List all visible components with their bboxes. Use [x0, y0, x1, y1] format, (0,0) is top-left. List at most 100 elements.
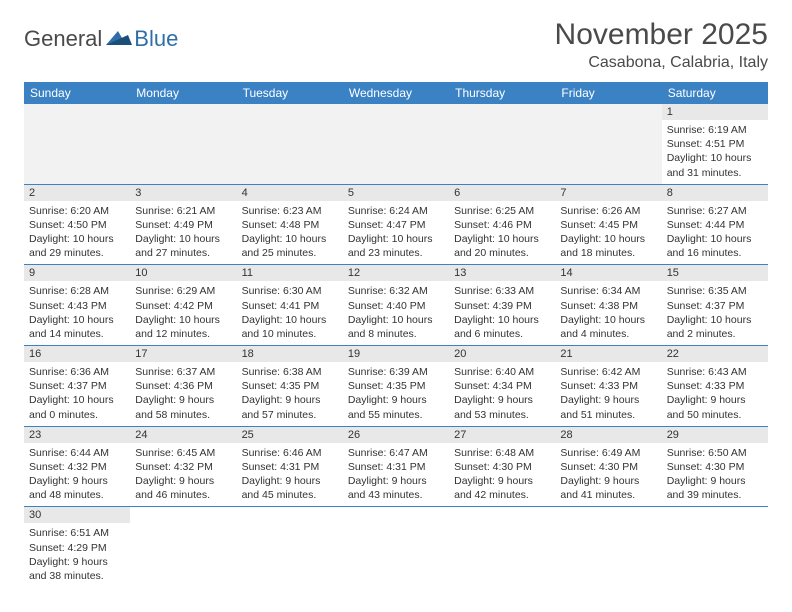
day-body: Sunrise: 6:36 AMSunset: 4:37 PMDaylight:… — [24, 362, 130, 426]
day-number: 21 — [555, 346, 661, 362]
day-body: Sunrise: 6:39 AMSunset: 4:35 PMDaylight:… — [343, 362, 449, 426]
sunset-text: Sunset: 4:30 PM — [667, 460, 763, 474]
sunrise-text: Sunrise: 6:24 AM — [348, 204, 444, 218]
day-body: Sunrise: 6:42 AMSunset: 4:33 PMDaylight:… — [555, 362, 661, 426]
calendar-cell: 21Sunrise: 6:42 AMSunset: 4:33 PMDayligh… — [555, 346, 661, 427]
day-number: 7 — [555, 185, 661, 201]
header: General Blue November 2025 Casabona, Cal… — [24, 18, 768, 72]
calendar-row: 1Sunrise: 6:19 AMSunset: 4:51 PMDaylight… — [24, 104, 768, 184]
day-number: 18 — [237, 346, 343, 362]
day-body: Sunrise: 6:20 AMSunset: 4:50 PMDaylight:… — [24, 201, 130, 265]
weekday-header: Wednesday — [343, 82, 449, 104]
calendar-cell — [449, 104, 555, 184]
calendar-cell: 27Sunrise: 6:48 AMSunset: 4:30 PMDayligh… — [449, 426, 555, 507]
daylight-text: Daylight: 9 hours and 43 minutes. — [348, 474, 444, 502]
day-number: 3 — [130, 185, 236, 201]
day-body: Sunrise: 6:30 AMSunset: 4:41 PMDaylight:… — [237, 281, 343, 345]
daylight-text: Daylight: 9 hours and 53 minutes. — [454, 393, 550, 421]
daylight-text: Daylight: 10 hours and 0 minutes. — [29, 393, 125, 421]
daylight-text: Daylight: 9 hours and 38 minutes. — [29, 555, 125, 583]
calendar-cell: 7Sunrise: 6:26 AMSunset: 4:45 PMDaylight… — [555, 184, 661, 265]
sunset-text: Sunset: 4:43 PM — [29, 299, 125, 313]
calendar-cell: 10Sunrise: 6:29 AMSunset: 4:42 PMDayligh… — [130, 265, 236, 346]
sunrise-text: Sunrise: 6:27 AM — [667, 204, 763, 218]
logo: General Blue — [24, 26, 178, 52]
daylight-text: Daylight: 10 hours and 6 minutes. — [454, 313, 550, 341]
sunset-text: Sunset: 4:35 PM — [348, 379, 444, 393]
daylight-text: Daylight: 9 hours and 50 minutes. — [667, 393, 763, 421]
day-number: 28 — [555, 427, 661, 443]
sunrise-text: Sunrise: 6:51 AM — [29, 526, 125, 540]
sunset-text: Sunset: 4:44 PM — [667, 218, 763, 232]
location: Casabona, Calabria, Italy — [555, 54, 768, 72]
daylight-text: Daylight: 10 hours and 29 minutes. — [29, 232, 125, 260]
weekday-header: Sunday — [24, 82, 130, 104]
calendar-cell: 12Sunrise: 6:32 AMSunset: 4:40 PMDayligh… — [343, 265, 449, 346]
sunrise-text: Sunrise: 6:38 AM — [242, 365, 338, 379]
daylight-text: Daylight: 9 hours and 58 minutes. — [135, 393, 231, 421]
day-number: 5 — [343, 185, 449, 201]
sunset-text: Sunset: 4:30 PM — [454, 460, 550, 474]
sunrise-text: Sunrise: 6:45 AM — [135, 446, 231, 460]
daylight-text: Daylight: 9 hours and 57 minutes. — [242, 393, 338, 421]
day-number: 20 — [449, 346, 555, 362]
weekday-header: Thursday — [449, 82, 555, 104]
calendar-cell — [343, 104, 449, 184]
sunrise-text: Sunrise: 6:23 AM — [242, 204, 338, 218]
day-number: 2 — [24, 185, 130, 201]
day-body: Sunrise: 6:48 AMSunset: 4:30 PMDaylight:… — [449, 443, 555, 507]
sunset-text: Sunset: 4:34 PM — [454, 379, 550, 393]
sunset-text: Sunset: 4:40 PM — [348, 299, 444, 313]
day-number: 24 — [130, 427, 236, 443]
sunrise-text: Sunrise: 6:29 AM — [135, 284, 231, 298]
weekday-header: Monday — [130, 82, 236, 104]
calendar-cell: 24Sunrise: 6:45 AMSunset: 4:32 PMDayligh… — [130, 426, 236, 507]
daylight-text: Daylight: 10 hours and 10 minutes. — [242, 313, 338, 341]
day-number: 13 — [449, 265, 555, 281]
sunset-text: Sunset: 4:36 PM — [135, 379, 231, 393]
calendar-cell — [130, 507, 236, 587]
calendar-cell: 23Sunrise: 6:44 AMSunset: 4:32 PMDayligh… — [24, 426, 130, 507]
calendar-cell: 28Sunrise: 6:49 AMSunset: 4:30 PMDayligh… — [555, 426, 661, 507]
sunrise-text: Sunrise: 6:48 AM — [454, 446, 550, 460]
sunrise-text: Sunrise: 6:35 AM — [667, 284, 763, 298]
day-number: 8 — [662, 185, 768, 201]
calendar-cell: 5Sunrise: 6:24 AMSunset: 4:47 PMDaylight… — [343, 184, 449, 265]
sunset-text: Sunset: 4:46 PM — [454, 218, 550, 232]
calendar-head: SundayMondayTuesdayWednesdayThursdayFrid… — [24, 82, 768, 104]
day-body: Sunrise: 6:47 AMSunset: 4:31 PMDaylight:… — [343, 443, 449, 507]
sunset-text: Sunset: 4:33 PM — [560, 379, 656, 393]
daylight-text: Daylight: 9 hours and 41 minutes. — [560, 474, 656, 502]
sunrise-text: Sunrise: 6:46 AM — [242, 446, 338, 460]
day-body: Sunrise: 6:38 AMSunset: 4:35 PMDaylight:… — [237, 362, 343, 426]
calendar-cell — [237, 104, 343, 184]
calendar-cell: 13Sunrise: 6:33 AMSunset: 4:39 PMDayligh… — [449, 265, 555, 346]
calendar-cell: 20Sunrise: 6:40 AMSunset: 4:34 PMDayligh… — [449, 346, 555, 427]
sunset-text: Sunset: 4:39 PM — [454, 299, 550, 313]
month-title: November 2025 — [555, 18, 768, 52]
sunrise-text: Sunrise: 6:37 AM — [135, 365, 231, 379]
calendar-cell: 30Sunrise: 6:51 AMSunset: 4:29 PMDayligh… — [24, 507, 130, 587]
calendar-row: 23Sunrise: 6:44 AMSunset: 4:32 PMDayligh… — [24, 426, 768, 507]
daylight-text: Daylight: 9 hours and 51 minutes. — [560, 393, 656, 421]
daylight-text: Daylight: 9 hours and 42 minutes. — [454, 474, 550, 502]
calendar-cell: 16Sunrise: 6:36 AMSunset: 4:37 PMDayligh… — [24, 346, 130, 427]
day-body: Sunrise: 6:45 AMSunset: 4:32 PMDaylight:… — [130, 443, 236, 507]
sunset-text: Sunset: 4:37 PM — [29, 379, 125, 393]
sunset-text: Sunset: 4:41 PM — [242, 299, 338, 313]
calendar-cell: 9Sunrise: 6:28 AMSunset: 4:43 PMDaylight… — [24, 265, 130, 346]
calendar-cell: 14Sunrise: 6:34 AMSunset: 4:38 PMDayligh… — [555, 265, 661, 346]
calendar-cell: 26Sunrise: 6:47 AMSunset: 4:31 PMDayligh… — [343, 426, 449, 507]
sunset-text: Sunset: 4:49 PM — [135, 218, 231, 232]
calendar-row: 16Sunrise: 6:36 AMSunset: 4:37 PMDayligh… — [24, 346, 768, 427]
calendar-cell — [555, 507, 661, 587]
day-body: Sunrise: 6:37 AMSunset: 4:36 PMDaylight:… — [130, 362, 236, 426]
daylight-text: Daylight: 9 hours and 48 minutes. — [29, 474, 125, 502]
sunrise-text: Sunrise: 6:42 AM — [560, 365, 656, 379]
day-body: Sunrise: 6:28 AMSunset: 4:43 PMDaylight:… — [24, 281, 130, 345]
daylight-text: Daylight: 9 hours and 55 minutes. — [348, 393, 444, 421]
sunrise-text: Sunrise: 6:39 AM — [348, 365, 444, 379]
calendar-cell: 4Sunrise: 6:23 AMSunset: 4:48 PMDaylight… — [237, 184, 343, 265]
calendar-cell: 3Sunrise: 6:21 AMSunset: 4:49 PMDaylight… — [130, 184, 236, 265]
calendar-cell: 17Sunrise: 6:37 AMSunset: 4:36 PMDayligh… — [130, 346, 236, 427]
